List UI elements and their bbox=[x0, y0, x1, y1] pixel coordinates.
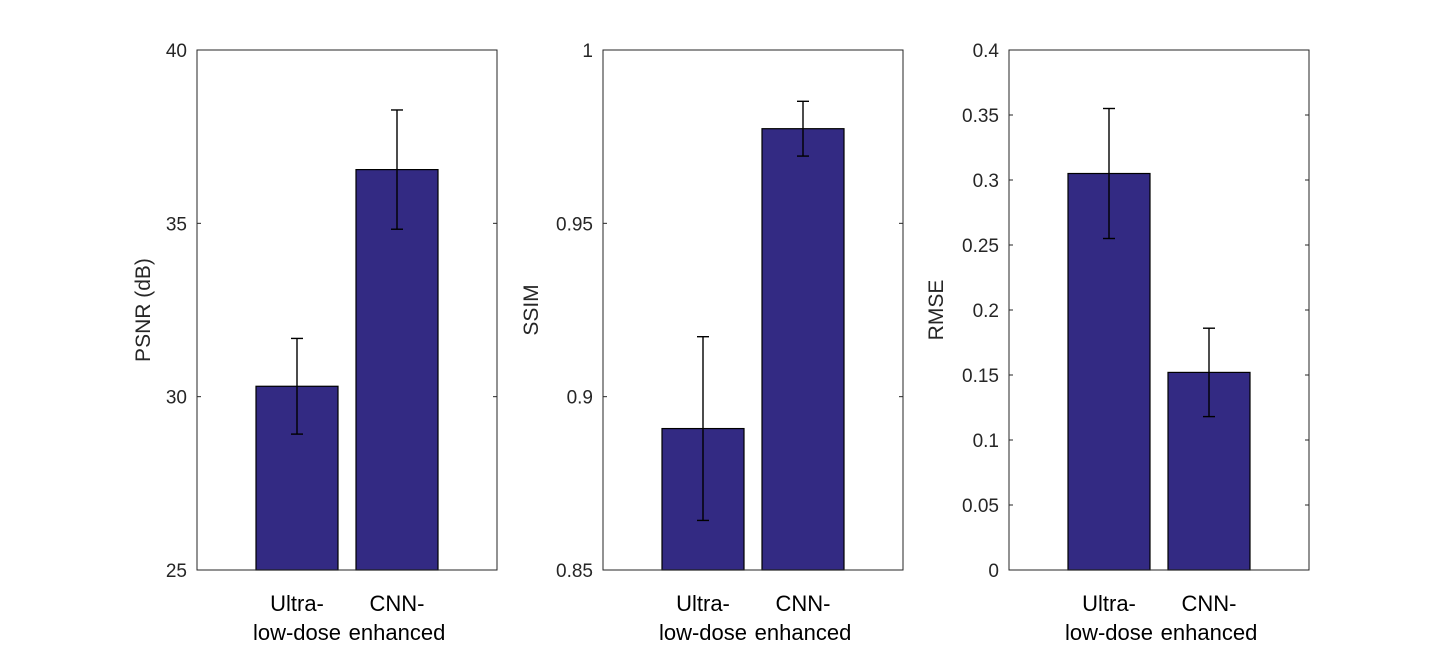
y-tick-label: 1 bbox=[582, 41, 593, 62]
y-tick-label: 40 bbox=[166, 41, 187, 62]
y-tick-label: 0.4 bbox=[973, 41, 1000, 62]
category-label: enhanced bbox=[755, 620, 852, 645]
axes-box bbox=[1008, 49, 1310, 571]
y-tick-label: 0.95 bbox=[556, 214, 593, 235]
axes-box bbox=[196, 49, 498, 571]
y-axis-label: PSNR (dB) bbox=[132, 258, 155, 362]
category-label: low-dose bbox=[253, 620, 341, 645]
y-tick-label: 0.1 bbox=[973, 431, 999, 452]
y-tick-label: 0 bbox=[988, 561, 999, 582]
y-tick-label: 0.2 bbox=[973, 301, 999, 322]
category-label: CNN- bbox=[1182, 591, 1237, 616]
category-label: Ultra- bbox=[270, 591, 324, 616]
category-label: enhanced bbox=[1161, 620, 1258, 645]
category-label: low-dose bbox=[1065, 620, 1153, 645]
category-label: Ultra- bbox=[676, 591, 730, 616]
y-tick-label: 0.05 bbox=[962, 496, 999, 517]
category-label: CNN- bbox=[776, 591, 831, 616]
axes-box bbox=[602, 49, 904, 571]
y-axis-label: SSIM bbox=[520, 284, 543, 335]
category-label: enhanced bbox=[349, 620, 446, 645]
y-tick-label: 0.3 bbox=[973, 171, 999, 192]
panel-rmse: Ultra-low-dose CNN-enhanced 0 0.05 0.1 0.15 0.… bbox=[925, 41, 1310, 645]
panel-psnr: Ultra-low-dose CNN-enhanced 25 30 35 40 PSNR (… bbox=[132, 41, 498, 645]
y-tick-label: 25 bbox=[166, 561, 187, 582]
y-tick-label: 0.15 bbox=[962, 366, 999, 387]
category-label: low-dose bbox=[659, 620, 747, 645]
y-tick-label: 0.9 bbox=[567, 388, 593, 409]
y-tick-label: 0.35 bbox=[962, 106, 999, 127]
category-label: Ultra- bbox=[1082, 591, 1136, 616]
panel-ssim: Ultra-low-dose CNN-enhanced 0.85 0.9 0.95 1 SS… bbox=[520, 41, 904, 645]
y-tick-label: 0.85 bbox=[556, 561, 593, 582]
y-tick-label: 30 bbox=[166, 388, 187, 409]
y-tick-label: 35 bbox=[166, 214, 187, 235]
y-tick-label: 0.25 bbox=[962, 236, 999, 257]
category-label: CNN- bbox=[370, 591, 425, 616]
bar bbox=[761, 128, 845, 571]
y-axis-label: RMSE bbox=[925, 280, 948, 341]
